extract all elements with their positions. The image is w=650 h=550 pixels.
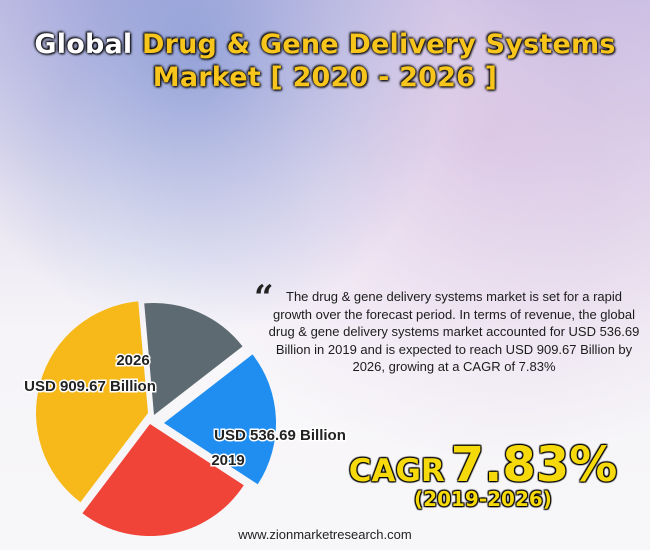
quote-icon: “: [254, 278, 274, 318]
page-title: Global Drug & Gene Delivery Systems Mark…: [0, 28, 650, 94]
title-part-market-name: Drug & Gene Delivery Systems: [141, 29, 616, 60]
pie-label-value-2026: USD 909.67 Billion: [24, 378, 156, 395]
pie-label-value-2019: USD 536.69 Billion: [214, 427, 346, 444]
pie-slice-1: [35, 301, 148, 503]
cagr-headline: CAGR 7.83%: [338, 437, 628, 493]
title-part-global: Global: [34, 29, 142, 60]
website-url[interactable]: www.zionmarketresearch.com: [238, 527, 412, 542]
cagr-value: 7.83%: [450, 437, 618, 493]
cagr-period: (2019-2026): [414, 487, 552, 511]
cagr-label: CAGR: [348, 453, 445, 489]
pie-label-year-2026: 2026: [116, 352, 149, 369]
pie-slice-2: [144, 303, 243, 415]
pie-slice-4: [82, 424, 244, 536]
title-part-period: Market [ 2020 - 2026 ]: [152, 62, 498, 93]
pie-slice-3: [164, 354, 277, 485]
pie-label-year-2019: 2019: [211, 452, 244, 469]
summary-text: The drug & gene delivery systems market …: [268, 289, 640, 375]
